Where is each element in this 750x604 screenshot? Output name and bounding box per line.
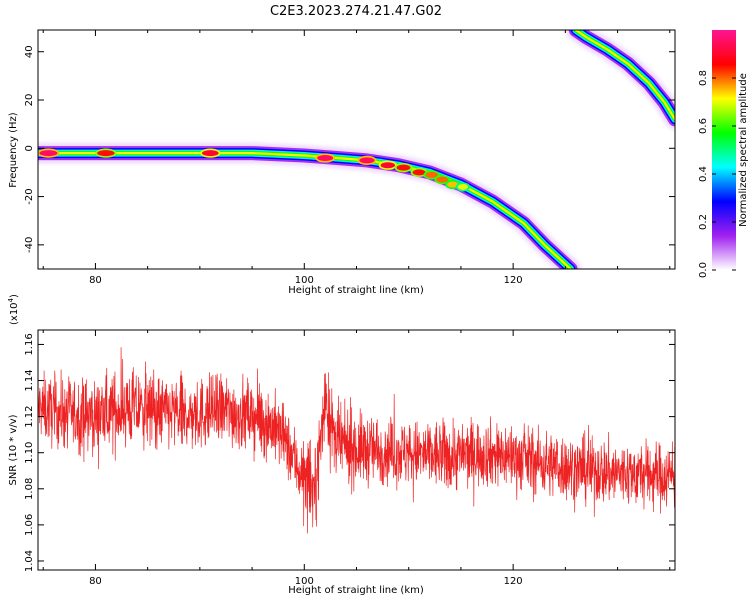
spectral-peak: [202, 150, 219, 157]
figure-title: C2E3.2023.274.21.47.G02: [270, 4, 442, 19]
spectral-peak: [436, 176, 448, 183]
snr-data: [38, 347, 675, 534]
snr-x-tick-label: 100: [295, 576, 314, 587]
spectrogram-y-axis-label: Frequency (Hz): [8, 112, 19, 188]
spectrogram-frame: [37, 29, 676, 270]
spectrogram-x-axis-label: Height of straight line (km): [288, 285, 424, 296]
spectral-peak: [425, 171, 438, 178]
spectrogram-panel: 80 100 120 -40 -20 0 20 40 Height of straight l…: [8, 29, 676, 296]
spectral-peak: [380, 162, 396, 169]
snr-y-tick-label: 1.16: [24, 333, 35, 355]
spectral-peak: [39, 150, 58, 157]
spectrogram-y-tick-label: -40: [24, 237, 35, 253]
colorbar-ticks: 0.0 0.2 0.4 0.6 0.8: [698, 70, 736, 278]
spectrogram-y-tick-label: 0: [24, 145, 35, 151]
snr-ticks: 80 100 120 1.04 1.06 1.08 1.10 1.12 1.14 1.16: [24, 330, 675, 587]
snr-y-tick-label: 1.06: [24, 514, 35, 536]
spectrogram-data: [38, 30, 675, 269]
spectrogram-y-tick-label: 20: [24, 94, 35, 107]
colorbar-tick-label: 0.2: [698, 214, 709, 230]
snr-y-tick-label: 1.12: [24, 405, 35, 427]
spectral-peak: [359, 157, 375, 164]
spectrogram-x-tick-label: 80: [89, 275, 102, 286]
colorbar-label: Normalized spectral amplitude: [738, 73, 749, 227]
colorbar-tick-label: 0.8: [698, 70, 709, 86]
spectral-track-2-band-6: [574, 30, 675, 121]
spectrogram-x-tick-label: 120: [504, 275, 523, 286]
colorbar-tick-label: 0.0: [698, 262, 709, 278]
snr-x-tick-label: 120: [504, 576, 523, 587]
snr-y-axis-label: SNR (10 * v/v): [8, 414, 19, 485]
snr-y-tick-label: 1.10: [24, 442, 35, 464]
spectrogram-x-tick-label: 100: [295, 275, 314, 286]
colorbar-fill: [712, 30, 736, 270]
spectral-peak: [412, 169, 426, 176]
spectral-peak: [447, 181, 459, 188]
colorbar-tick-label: 0.6: [698, 118, 709, 134]
spectral-peak: [97, 150, 115, 157]
snr-x-tick-label: 80: [89, 576, 102, 587]
snr-frame: [37, 329, 676, 571]
snr-y-tick-label: 1.08: [24, 478, 35, 500]
snr-panel: 80 100 120 1.04 1.06 1.08 1.10 1.12 1.14 1.16 Hei…: [7, 294, 676, 596]
snr-series-line: [38, 347, 675, 534]
snr-x-axis-label: Height of straight line (km): [288, 585, 424, 596]
colorbar: 0.0 0.2 0.4 0.6 0.8 Normalized spectral ampl…: [698, 30, 749, 278]
snr-y-tick-label: 1.04: [24, 550, 35, 572]
spectrogram-ticks: 80 100 120 -40 -20 0 20 40: [24, 30, 675, 286]
spectrogram-y-tick-label: 40: [24, 45, 35, 58]
spectral-peak: [396, 164, 411, 171]
spectrogram-y-tick-label: -20: [24, 188, 35, 204]
colorbar-tick-label: 0.4: [698, 166, 709, 182]
snr-y-scale-label: (x104): [7, 294, 20, 325]
spectral-peak: [457, 183, 469, 190]
spectral-peak: [317, 154, 334, 161]
snr-y-tick-label: 1.14: [24, 369, 35, 391]
